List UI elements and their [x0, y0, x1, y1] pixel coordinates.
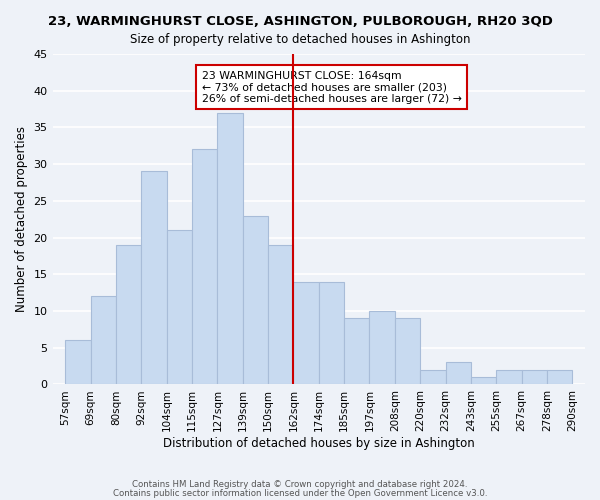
- Text: 23, WARMINGHURST CLOSE, ASHINGTON, PULBOROUGH, RH20 3QD: 23, WARMINGHURST CLOSE, ASHINGTON, PULBO…: [47, 15, 553, 28]
- Bar: [370, 311, 395, 384]
- Bar: [268, 245, 293, 384]
- Bar: [167, 230, 192, 384]
- Text: Size of property relative to detached houses in Ashington: Size of property relative to detached ho…: [130, 32, 470, 46]
- Bar: [471, 377, 496, 384]
- Bar: [293, 282, 319, 385]
- Bar: [547, 370, 572, 384]
- Bar: [344, 318, 370, 384]
- Bar: [192, 150, 217, 384]
- Bar: [496, 370, 521, 384]
- Bar: [217, 112, 243, 384]
- Text: Contains HM Land Registry data © Crown copyright and database right 2024.: Contains HM Land Registry data © Crown c…: [132, 480, 468, 489]
- Bar: [65, 340, 91, 384]
- X-axis label: Distribution of detached houses by size in Ashington: Distribution of detached houses by size …: [163, 437, 475, 450]
- Bar: [420, 370, 446, 384]
- Bar: [395, 318, 420, 384]
- Bar: [116, 245, 141, 384]
- Text: Contains public sector information licensed under the Open Government Licence v3: Contains public sector information licen…: [113, 488, 487, 498]
- Bar: [141, 172, 167, 384]
- Bar: [319, 282, 344, 385]
- Bar: [446, 362, 471, 384]
- Y-axis label: Number of detached properties: Number of detached properties: [15, 126, 28, 312]
- Bar: [91, 296, 116, 384]
- Bar: [521, 370, 547, 384]
- Text: 23 WARMINGHURST CLOSE: 164sqm
← 73% of detached houses are smaller (203)
26% of : 23 WARMINGHURST CLOSE: 164sqm ← 73% of d…: [202, 70, 461, 104]
- Bar: [243, 216, 268, 384]
